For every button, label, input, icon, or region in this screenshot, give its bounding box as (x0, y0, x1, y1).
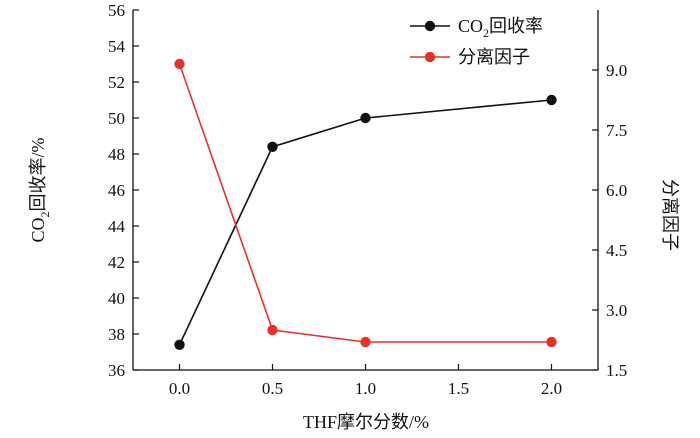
y-tick-label: 52 (108, 73, 125, 92)
series-line-0 (178, 99, 552, 346)
x-tick-label: 0.5 (262, 379, 283, 398)
y2-tick-label: 9.0 (606, 61, 627, 80)
y-tick-label: 36 (108, 361, 125, 380)
y-tick-label: 44 (108, 217, 126, 236)
y-tick-label: 42 (108, 253, 125, 272)
data-point-1 (267, 324, 278, 336)
series-line-1 (178, 63, 552, 343)
y2-axis-title: 分离因子 (660, 179, 680, 251)
data-point-0 (360, 112, 371, 124)
x-tick-label: 2.0 (541, 379, 562, 398)
legend-marker-1 (424, 51, 436, 63)
data-point-1 (360, 336, 371, 348)
data-point-0 (174, 339, 185, 350)
data-point-1 (546, 336, 557, 348)
y-axis-title: CO2回收率/% (28, 137, 52, 242)
x-tick-label: 1.0 (355, 379, 376, 398)
legend-marker-0 (424, 20, 436, 32)
y-tick-label: 38 (108, 325, 125, 344)
y-tick-label: 40 (108, 289, 125, 308)
data-point-0 (546, 94, 557, 106)
data-point-1 (174, 58, 185, 70)
legend-label-1: 分离因子 (458, 47, 530, 67)
y2-tick-label: 4.5 (606, 241, 627, 260)
x-axis-title: THF摩尔分数/% (303, 412, 429, 432)
y-tick-label: 50 (108, 109, 125, 128)
y2-tick-label: 6.0 (606, 181, 627, 200)
y2-tick-label: 3.0 (606, 301, 627, 320)
series (174, 58, 557, 350)
ticks: 36 38 40 42 44 46 48 50 52 54 56 1.5 3.0 4.5 6.0 7.5 9.0… (108, 1, 627, 398)
y-tick-label: 48 (108, 145, 125, 164)
x-tick-label: 1.5 (448, 379, 469, 398)
legend-label-0: CO2回收率 (458, 16, 543, 40)
y2-tick-label: 7.5 (606, 121, 627, 140)
data-point-0 (267, 141, 278, 152)
x-tick-label: 0.0 (169, 379, 190, 398)
y-tick-label: 46 (108, 181, 125, 200)
y-tick-label: 54 (108, 37, 126, 56)
y2-tick-label: 1.5 (606, 361, 627, 380)
y-tick-label: 56 (108, 1, 125, 20)
